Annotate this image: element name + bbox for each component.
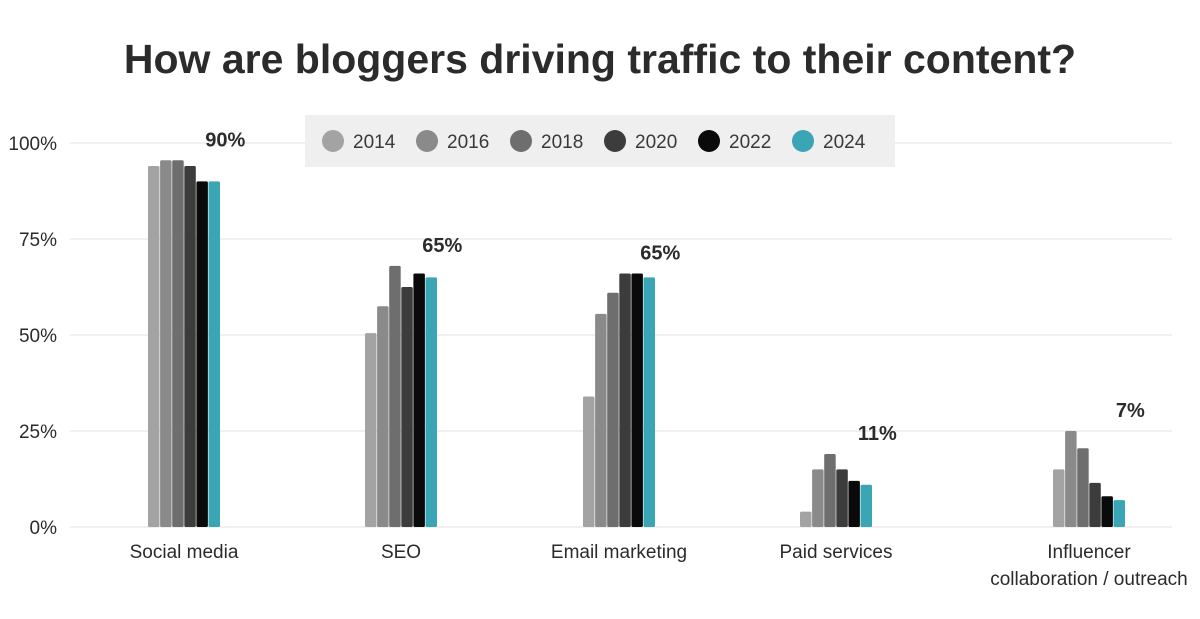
value-label: 65% xyxy=(422,235,462,257)
bar-2016 xyxy=(160,160,172,527)
bar-2020 xyxy=(401,287,413,527)
bar-2024 xyxy=(643,277,655,527)
y-tick-label: 0% xyxy=(30,518,58,539)
bar-2014 xyxy=(1053,469,1065,527)
bar-2024 xyxy=(860,484,872,527)
category-label: Email marketing xyxy=(551,542,687,563)
legend-swatch xyxy=(792,130,814,152)
bar-2022 xyxy=(631,273,643,527)
y-axis: 0% 25% 50% 75% 100% xyxy=(8,134,57,539)
bar-2024 xyxy=(1113,500,1125,527)
bar-2018 xyxy=(607,292,619,527)
legend-swatch xyxy=(698,130,720,152)
value-labels: 90% 65% 65% 11% 7% xyxy=(205,129,1145,445)
bar-2018 xyxy=(389,265,401,527)
bar-2018 xyxy=(1077,448,1089,527)
legend-label: 2020 xyxy=(635,132,677,153)
legend-label: 2016 xyxy=(447,132,489,153)
bar-2020 xyxy=(836,469,848,527)
legend-swatch xyxy=(604,130,626,152)
value-label: 7% xyxy=(1116,400,1145,422)
bar-2014 xyxy=(800,511,812,527)
y-tick-label: 100% xyxy=(8,134,57,155)
bar-2016 xyxy=(595,313,607,527)
bar-2014 xyxy=(148,166,160,528)
bar-2020 xyxy=(184,166,196,528)
bars xyxy=(148,160,1125,528)
legend-swatch xyxy=(510,130,532,152)
y-tick-label: 25% xyxy=(19,422,57,443)
bar-2024 xyxy=(425,277,437,527)
bar-2020 xyxy=(619,273,631,527)
bar-2022 xyxy=(1101,496,1113,527)
legend-label: 2024 xyxy=(823,132,866,153)
bar-2024 xyxy=(208,181,220,527)
bar-2016 xyxy=(1065,431,1077,527)
chart-title: How are bloggers driving traffic to thei… xyxy=(124,36,1076,82)
legend: 2014 2016 2018 2020 2022 2024 xyxy=(305,115,895,167)
x-axis: Social media SEO Email marketing Paid servi… xyxy=(130,542,1188,590)
value-label: 11% xyxy=(858,423,897,445)
legend-label: 2018 xyxy=(541,132,583,153)
legend-swatch xyxy=(322,130,344,152)
legend-label: 2014 xyxy=(353,132,396,153)
bar-2018 xyxy=(824,454,836,527)
legend-swatch xyxy=(416,130,438,152)
bar-2022 xyxy=(848,480,860,527)
y-tick-label: 75% xyxy=(19,230,57,251)
category-label: collaboration / outreach xyxy=(990,569,1188,590)
category-label: Influencer xyxy=(1047,542,1131,563)
bar-2016 xyxy=(377,306,389,527)
category-label: Paid services xyxy=(780,542,893,563)
bar-2018 xyxy=(172,160,184,527)
y-tick-label: 50% xyxy=(19,326,57,347)
legend-label: 2022 xyxy=(729,132,771,153)
bar-2016 xyxy=(812,469,824,527)
bar-2014 xyxy=(365,333,377,527)
category-label: Social media xyxy=(130,542,239,563)
value-label: 65% xyxy=(640,243,680,265)
bar-2020 xyxy=(1089,482,1101,527)
category-label: SEO xyxy=(381,542,421,563)
value-label: 90% xyxy=(205,129,245,151)
bar-2022 xyxy=(413,273,425,527)
bar-2014 xyxy=(583,396,595,527)
bar-2022 xyxy=(196,181,208,527)
